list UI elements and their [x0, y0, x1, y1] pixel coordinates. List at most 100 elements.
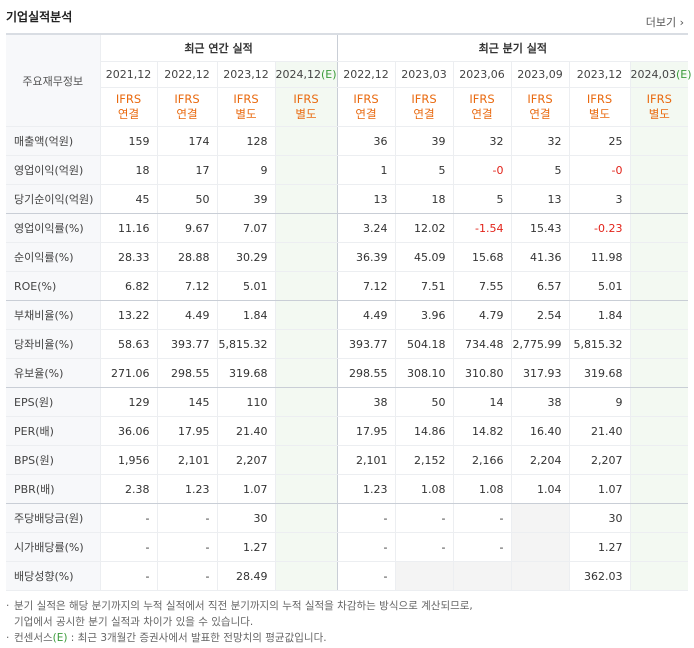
note-text: : 최근 3개월간 증권사에서 발표한 전망치의 평균값입니다. — [67, 632, 327, 644]
empty-cell — [274, 213, 338, 243]
period-header: 2021,12 — [99, 61, 157, 88]
value-cell: - — [99, 561, 157, 591]
value-cell: 1.23 — [336, 474, 396, 504]
value-cell: 45 — [99, 184, 157, 214]
standard-scope: 연결 — [413, 107, 435, 121]
value-cell: 504.18 — [394, 329, 454, 359]
value-cell: 4.49 — [156, 300, 217, 330]
note-line: 분기 실적은 해당 분기까지의 누적 실적에서 직전 분기까지의 누적 실적을 … — [14, 600, 473, 612]
value-cell: 734.48 — [452, 329, 512, 359]
data-row: PER(배) 36.06 17.95 21.40 17.95 14.86 14.82 16.4… — [6, 416, 689, 446]
value-cell: 6.82 — [99, 271, 157, 301]
value-cell: - — [394, 503, 454, 533]
value-cell: 298.55 — [156, 358, 217, 388]
value-cell: 110 — [216, 387, 275, 417]
value-cell: 1 — [336, 155, 396, 185]
row-label: PBR(배) — [6, 474, 100, 504]
value-cell: 12.02 — [394, 213, 454, 243]
period-date: 2024,03 — [630, 68, 677, 81]
note-text: 컨센서스 — [14, 632, 53, 644]
value-cell: 298.55 — [336, 358, 396, 388]
empty-cell — [274, 503, 338, 533]
empty-cell — [274, 300, 338, 330]
value-cell: 2,101 — [156, 445, 217, 475]
value-cell: 9 — [216, 155, 275, 185]
empty-cell — [629, 416, 689, 446]
value-cell: 36 — [336, 126, 396, 156]
data-row: 매출액(억원) 159 174 128 36 39 32 32 25 — [6, 126, 689, 156]
row-label: EPS(원) — [6, 387, 100, 417]
empty-cell — [274, 387, 338, 417]
value-cell: 15.43 — [510, 213, 570, 243]
notes: 분기 실적은 해당 분기까지의 누적 실적에서 직전 분기까지의 누적 실적을 … — [6, 598, 473, 646]
empty-cell — [274, 532, 338, 562]
value-cell: 393.77 — [156, 329, 217, 359]
section-title: 기업실적분석 — [6, 10, 73, 24]
value-cell: 1.84 — [216, 300, 275, 330]
value-cell: 14 — [452, 387, 512, 417]
value-cell: 1.04 — [510, 474, 570, 504]
value-cell: 17 — [156, 155, 217, 185]
empty-cell — [629, 387, 689, 417]
empty-cell — [629, 532, 689, 562]
value-cell: 25 — [568, 126, 631, 156]
empty-cell — [629, 474, 689, 504]
standard-scope: 별도 — [588, 107, 611, 121]
more-link[interactable]: 더보기 — [646, 14, 684, 30]
data-row: 영업이익(억원) 18 17 9 1 5 -0 5 -0 — [6, 155, 689, 185]
value-cell: 5 — [452, 184, 512, 214]
period-header: 2023,06 — [452, 61, 512, 88]
value-cell: 5.01 — [568, 271, 631, 301]
value-cell: 30.29 — [216, 242, 275, 272]
note-line: 기업에서 공시한 분기 실적과 차이가 있을 수 있습니다. — [14, 616, 254, 628]
value-cell: 17.95 — [156, 416, 217, 446]
empty-cell — [629, 561, 689, 591]
value-cell: 4.79 — [452, 300, 512, 330]
row-label: 영업이익률(%) — [6, 213, 100, 243]
value-cell: 13.22 — [99, 300, 157, 330]
empty-cell — [629, 445, 689, 475]
row-label: BPS(원) — [6, 445, 100, 475]
value-cell: 14.86 — [394, 416, 454, 446]
value-cell: 21.40 — [216, 416, 275, 446]
value-cell: 14.82 — [452, 416, 512, 446]
standard-header: IFRS 별도 — [629, 87, 689, 127]
standard-header: IFRS 연결 — [156, 87, 217, 127]
row-label: 부채비율(%) — [6, 300, 100, 330]
group-header: 최근 분기 실적 — [336, 34, 689, 62]
note-text: (E) — [52, 632, 68, 644]
data-row: 당기순이익(억원) 45 50 39 13 18 5 13 3 — [6, 184, 689, 214]
row-label: 유보율(%) — [6, 358, 100, 388]
standard-scope: 연결 — [176, 107, 198, 121]
value-cell: 2,166 — [452, 445, 512, 475]
value-cell: - — [336, 532, 396, 562]
estimate-mark: (E) — [676, 68, 692, 81]
empty-cell — [274, 155, 338, 185]
value-cell: 32 — [452, 126, 512, 156]
value-cell: 174 — [156, 126, 217, 156]
row-label: 매출액(억원) — [6, 126, 100, 156]
standard-header: IFRS 별도 — [216, 87, 275, 127]
value-cell: 36.39 — [336, 242, 396, 272]
empty-cell — [629, 184, 689, 214]
value-cell: 13 — [510, 184, 570, 214]
standard-type: IFRS — [293, 92, 319, 106]
empty-cell — [629, 503, 689, 533]
value-cell: - — [336, 503, 396, 533]
value-cell: 13 — [336, 184, 396, 214]
value-cell: 5 — [394, 155, 454, 185]
data-row: 배당성향(%) - -28.49-362.03 — [6, 561, 689, 591]
value-cell: 4.49 — [336, 300, 396, 330]
value-cell: -0 — [568, 155, 631, 185]
value-cell: 28.88 — [156, 242, 217, 272]
standard-type: IFRS — [174, 92, 200, 106]
value-cell: 16.40 — [510, 416, 570, 446]
standard-type: IFRS — [353, 92, 379, 106]
value-cell: 28.49 — [216, 561, 275, 591]
period-header: 2024,12(E) — [274, 61, 338, 88]
value-cell: 2,204 — [510, 445, 570, 475]
standard-scope: 연결 — [529, 107, 551, 121]
value-cell: 50 — [394, 387, 454, 417]
value-cell: 7.51 — [394, 271, 454, 301]
